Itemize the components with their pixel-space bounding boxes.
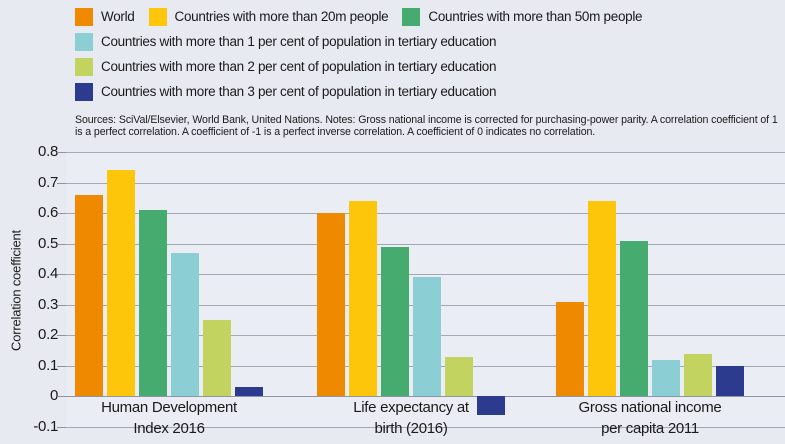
y-tick-label: 0.2 (38, 326, 58, 344)
legend-label: World (101, 9, 135, 24)
y-tick-mark (57, 427, 66, 428)
gridline (66, 243, 785, 245)
legend-item-world: World (75, 8, 135, 26)
bar-series3-group2 (652, 359, 680, 397)
category-label-line: Human Development (101, 399, 237, 416)
y-axis-ticks: 0.8 0.7 0.6 0.5 0.4 0.3 0.2 0.1 0 -0.1 (0, 143, 58, 435)
bar-series2-group1 (381, 246, 409, 397)
gridline (66, 427, 785, 428)
gridline (66, 182, 785, 184)
y-tick-mark (57, 152, 66, 153)
bar-series1-group0 (107, 170, 135, 397)
category-label-line: Gross national income (578, 399, 722, 416)
y-tick-mark (57, 365, 66, 367)
legend-item-20m: Countries with more than 20m people (148, 8, 389, 26)
legend-item-50m: Countries with more than 50m people (402, 8, 643, 26)
legend-label: Countries with more than 20m people (174, 9, 389, 24)
y-tick-label: 0.7 (38, 173, 58, 191)
category-label-line: Life expectancy at (353, 399, 469, 416)
y-tick-mark (57, 335, 66, 337)
legend-item-tertiary-2pct: Countries with more than 2 per cent of p… (75, 58, 497, 76)
category-label-hdi: Human Development Index 2016 (49, 397, 289, 439)
bar-series4-group1 (445, 356, 473, 397)
legend-label: Countries with more than 50m people (428, 9, 643, 24)
bar-series3-group1 (413, 277, 441, 397)
legend-item-tertiary-3pct: Countries with more than 3 per cent of p… (75, 83, 497, 101)
legend-label: Countries with more than 3 per cent of p… (101, 84, 497, 99)
y-tick-label: 0.6 (38, 204, 58, 222)
y-tick-label: 0.5 (38, 234, 58, 252)
y-tick-label: 0.4 (38, 265, 58, 283)
legend-item-tertiary-1pct: Countries with more than 1 per cent of p… (75, 33, 497, 51)
y-tick-label: 0 (49, 387, 58, 405)
y-tick-mark (57, 274, 66, 276)
bar-series5-group0 (235, 387, 263, 397)
gridline (66, 213, 785, 215)
legend-swatch-20m (148, 8, 167, 26)
category-label-line: birth (2016) (374, 420, 448, 437)
y-tick-label: 0.3 (38, 295, 58, 313)
y-tick-mark (57, 396, 66, 398)
gridline (66, 274, 785, 276)
category-label-gni: Gross national income per capita 2011 (530, 397, 770, 439)
y-tick-mark (57, 243, 66, 245)
legend-swatch-tertiary-1pct (75, 33, 93, 51)
y-tick-mark (57, 213, 66, 215)
bar-series2-group2 (620, 240, 648, 397)
bar-series2-group0 (139, 210, 167, 397)
bar-series0-group1 (317, 213, 345, 397)
legend-label: Countries with more than 1 per cent of p… (101, 34, 497, 49)
legend-label: Countries with more than 2 per cent of p… (101, 59, 497, 74)
gridline (66, 152, 785, 153)
y-tick-mark (57, 182, 66, 184)
source-notes: Sources: SciVal/Elsevier, World Bank, Un… (75, 114, 778, 138)
legend-row: World Countries with more than 20m peopl… (75, 8, 643, 26)
y-tick-mark (57, 304, 66, 306)
y-tick-label: 0.8 (38, 143, 58, 160)
legend-row: Countries with more than 3 per cent of p… (75, 83, 642, 101)
chart-legend: World Countries with more than 20m peopl… (75, 8, 643, 108)
y-tick-label: 0.1 (38, 356, 58, 374)
legend-row: Countries with more than 1 per cent of p… (75, 33, 642, 51)
legend-swatch-tertiary-2pct (75, 58, 93, 76)
bar-series3-group0 (171, 252, 199, 397)
y-tick-label: -0.1 (33, 418, 58, 435)
bar-series4-group2 (684, 353, 712, 397)
category-label-line: Index 2016 (133, 420, 205, 437)
category-label-life-expectancy: Life expectancy at birth (2016) (291, 397, 531, 439)
bar-series4-group0 (203, 320, 231, 397)
plot-area (57, 152, 785, 428)
bar-series1-group1 (349, 200, 377, 397)
legend-swatch-world (75, 8, 93, 26)
bar-series5-group1 (477, 396, 505, 415)
gridline (66, 396, 785, 398)
bar-series0-group2 (556, 301, 584, 397)
legend-swatch-50m (402, 8, 421, 26)
bar-series1-group2 (588, 200, 616, 397)
legend-swatch-tertiary-3pct (75, 83, 93, 101)
legend-row: Countries with more than 2 per cent of p… (75, 58, 642, 76)
bar-series5-group2 (716, 365, 744, 397)
category-label-line: per capita 2011 (601, 420, 699, 437)
bar-series0-group0 (75, 194, 103, 397)
